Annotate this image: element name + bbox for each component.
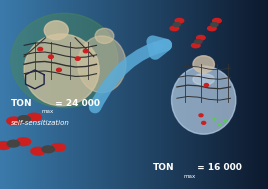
Ellipse shape bbox=[42, 146, 54, 153]
Ellipse shape bbox=[7, 140, 20, 147]
Text: = 16 000: = 16 000 bbox=[194, 163, 242, 172]
Ellipse shape bbox=[204, 84, 209, 87]
Ellipse shape bbox=[75, 57, 80, 60]
Ellipse shape bbox=[196, 36, 205, 40]
Ellipse shape bbox=[213, 19, 221, 23]
FancyArrowPatch shape bbox=[95, 42, 166, 107]
Ellipse shape bbox=[57, 68, 61, 72]
Text: max: max bbox=[184, 174, 196, 179]
Ellipse shape bbox=[224, 120, 226, 122]
Ellipse shape bbox=[208, 26, 216, 31]
Ellipse shape bbox=[83, 49, 88, 53]
Ellipse shape bbox=[7, 117, 21, 125]
Ellipse shape bbox=[95, 28, 114, 43]
Ellipse shape bbox=[173, 23, 181, 26]
Text: TON: TON bbox=[11, 99, 32, 108]
Ellipse shape bbox=[195, 40, 202, 43]
Ellipse shape bbox=[193, 74, 214, 85]
Ellipse shape bbox=[175, 19, 184, 23]
Ellipse shape bbox=[11, 13, 118, 108]
Ellipse shape bbox=[218, 124, 221, 126]
Text: = 24 000: = 24 000 bbox=[52, 99, 100, 108]
Ellipse shape bbox=[78, 36, 126, 93]
Ellipse shape bbox=[192, 43, 200, 48]
Ellipse shape bbox=[202, 122, 206, 124]
Text: TON: TON bbox=[153, 163, 174, 172]
Ellipse shape bbox=[31, 147, 46, 155]
Ellipse shape bbox=[172, 66, 236, 134]
Text: self-sensitization: self-sensitization bbox=[11, 120, 70, 126]
Ellipse shape bbox=[49, 55, 53, 58]
Ellipse shape bbox=[170, 26, 179, 31]
Ellipse shape bbox=[16, 138, 31, 146]
Ellipse shape bbox=[18, 116, 30, 122]
Ellipse shape bbox=[213, 118, 216, 120]
Ellipse shape bbox=[38, 47, 43, 51]
Ellipse shape bbox=[0, 142, 11, 149]
Ellipse shape bbox=[211, 23, 218, 26]
Ellipse shape bbox=[199, 114, 203, 117]
Ellipse shape bbox=[27, 113, 42, 121]
Text: max: max bbox=[42, 109, 54, 114]
Ellipse shape bbox=[44, 21, 68, 40]
Ellipse shape bbox=[24, 34, 99, 106]
Ellipse shape bbox=[51, 143, 66, 151]
Ellipse shape bbox=[193, 56, 214, 73]
